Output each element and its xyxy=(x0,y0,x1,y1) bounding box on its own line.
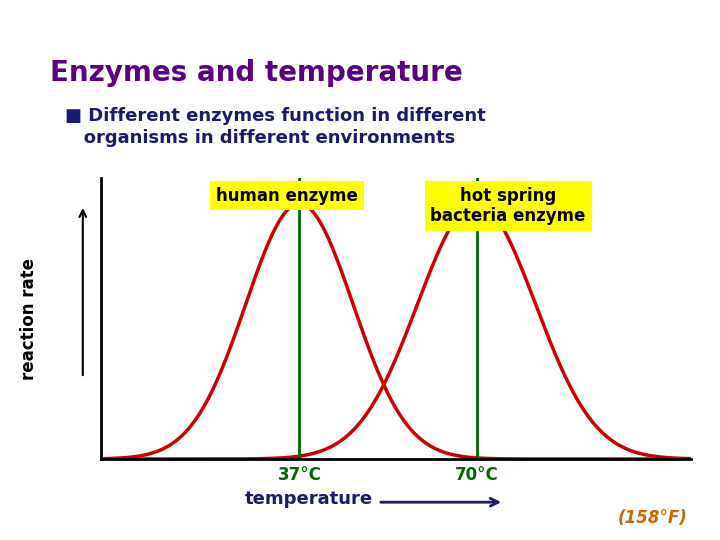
Text: Enzymes and temperature: Enzymes and temperature xyxy=(50,59,463,87)
Text: reaction rate: reaction rate xyxy=(19,258,38,380)
Text: (158°F): (158°F) xyxy=(618,509,688,528)
Text: ■ Different enzymes function in different: ■ Different enzymes function in differen… xyxy=(65,107,485,125)
Text: human enzyme: human enzyme xyxy=(216,187,358,205)
Text: temperature: temperature xyxy=(245,490,373,509)
Text: hot spring
bacteria enzyme: hot spring bacteria enzyme xyxy=(431,187,586,225)
Text: organisms in different environments: organisms in different environments xyxy=(65,129,455,147)
